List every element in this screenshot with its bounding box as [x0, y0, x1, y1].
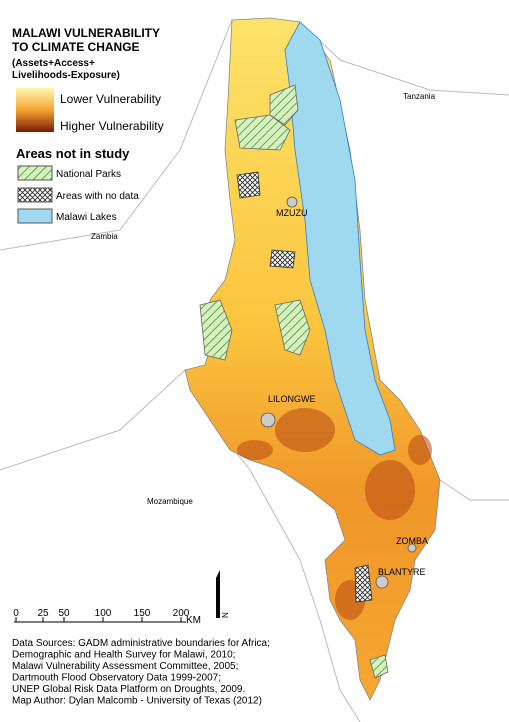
- legend-swatch: [17, 165, 53, 181]
- source-line: Map Author: Dylan Malcomb - University o…: [12, 696, 262, 707]
- scale-label: 200: [173, 608, 190, 619]
- scale-label: 25: [37, 608, 49, 619]
- legend-label: National Parks: [56, 169, 121, 180]
- city-areas: [260, 196, 417, 589]
- title: MALAWI VULNERABILITY: [12, 26, 160, 40]
- legend-high: Higher Vulnerability: [60, 119, 164, 133]
- legend-swatch: [17, 187, 53, 203]
- legend-label: Areas with no data: [56, 191, 139, 202]
- scale-label: 0: [13, 608, 19, 619]
- country-label: Zambia: [91, 232, 118, 241]
- title: TO CLIMATE CHANGE: [12, 40, 140, 54]
- subtitle: Livelihoods-Exposure): [12, 70, 120, 81]
- legend-swatch: [17, 208, 53, 224]
- source-line: UNEP Global Risk Data Platform on Drough…: [12, 684, 245, 695]
- country-label: Mozambique: [147, 497, 193, 506]
- arrow: [216, 570, 220, 618]
- parks: [199, 84, 389, 679]
- north-label: N: [221, 612, 230, 618]
- no-data-areas: [236, 171, 373, 603]
- subtitle: (Assets+Access+: [12, 58, 95, 69]
- source-line: Dartmouth Flood Observatory Data 1999-20…: [12, 673, 221, 684]
- scale-label: 150: [134, 608, 151, 619]
- scale-label: 50: [58, 608, 70, 619]
- legend-gradient: [16, 88, 54, 132]
- north-arrow: N: [216, 570, 230, 618]
- source-line: Data Sources: GADM administrative bounda…: [12, 638, 270, 649]
- city-label: MZUZU: [276, 208, 308, 218]
- title-block: MALAWI VULNERABILITY TO CLIMATE CHANGE (…: [12, 26, 160, 81]
- country-labels: Tanzania Zambia Mozambique: [91, 92, 436, 506]
- country-label: Tanzania: [403, 92, 436, 101]
- source-line: Demographic and Health Survey for Malawi…: [12, 650, 235, 661]
- legend-label: Malawi Lakes: [56, 212, 117, 223]
- city-label: ZOMBA: [396, 536, 428, 546]
- scale-unit: KM: [186, 615, 201, 626]
- lake-malawi: [284, 21, 396, 456]
- city-label: BLANTYRE: [378, 567, 426, 577]
- source-line: Malawi Vulnerability Assessment Committe…: [12, 661, 238, 672]
- scale-label: 100: [95, 608, 112, 619]
- city-labels: MZUZU LILONGWE ZOMBA BLANTYRE: [268, 208, 428, 577]
- legend: Lower Vulnerability Higher Vulnerability…: [16, 88, 164, 224]
- legend-low: Lower Vulnerability: [60, 92, 161, 106]
- sources: Data Sources: GADM administrative bounda…: [12, 638, 270, 707]
- city-label: LILONGWE: [268, 394, 316, 404]
- high-vulnerability-patches: [237, 408, 432, 620]
- legend-heading: Areas not in study: [16, 146, 130, 161]
